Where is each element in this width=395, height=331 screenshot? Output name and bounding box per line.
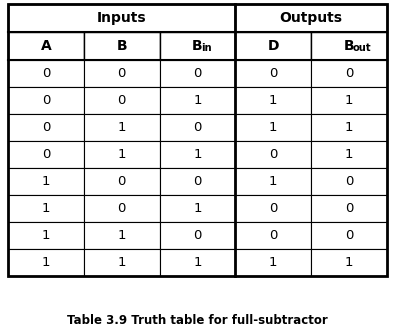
Text: 1: 1	[117, 148, 126, 161]
Text: 0: 0	[345, 202, 353, 215]
Bar	[8, 60, 84, 87]
Text: 0: 0	[269, 148, 277, 161]
Bar	[8, 4, 387, 276]
Bar	[235, 60, 311, 87]
Bar	[8, 87, 84, 114]
Bar	[235, 4, 387, 32]
Text: 1: 1	[117, 229, 126, 242]
Bar	[311, 168, 387, 195]
Bar	[160, 249, 235, 276]
Bar	[235, 222, 311, 249]
Text: 0: 0	[345, 175, 353, 188]
Text: 1: 1	[193, 148, 202, 161]
Bar	[311, 222, 387, 249]
Text: 0: 0	[269, 67, 277, 80]
Text: B: B	[344, 39, 354, 53]
Bar	[235, 87, 311, 114]
Bar	[235, 168, 311, 195]
Bar	[235, 249, 311, 276]
Text: 0: 0	[42, 121, 50, 134]
Text: 0: 0	[193, 67, 202, 80]
Bar	[8, 32, 84, 60]
Bar	[160, 222, 235, 249]
Text: 1: 1	[193, 202, 202, 215]
Bar	[8, 114, 84, 141]
Bar	[235, 114, 311, 141]
Text: Outputs: Outputs	[280, 11, 343, 25]
Bar	[160, 60, 235, 87]
Text: 1: 1	[345, 121, 354, 134]
Text: 1: 1	[117, 256, 126, 269]
Bar	[235, 32, 311, 60]
Bar	[84, 195, 160, 222]
Text: 0: 0	[42, 148, 50, 161]
Bar	[84, 249, 160, 276]
Text: in: in	[201, 43, 211, 53]
Text: B: B	[192, 39, 203, 53]
Text: 0: 0	[118, 94, 126, 107]
Bar	[311, 141, 387, 168]
Text: 1: 1	[345, 148, 354, 161]
Text: 1: 1	[193, 94, 202, 107]
Bar	[235, 141, 311, 168]
Bar	[84, 32, 160, 60]
Text: 0: 0	[118, 175, 126, 188]
Text: 0: 0	[345, 229, 353, 242]
Text: 0: 0	[193, 121, 202, 134]
Text: 0: 0	[118, 67, 126, 80]
Text: 1: 1	[345, 94, 354, 107]
Text: 0: 0	[345, 67, 353, 80]
Text: 1: 1	[269, 94, 278, 107]
Bar	[311, 87, 387, 114]
Bar	[8, 249, 84, 276]
Text: 0: 0	[118, 202, 126, 215]
Bar	[311, 114, 387, 141]
Bar	[311, 249, 387, 276]
Bar	[8, 141, 84, 168]
Text: D: D	[267, 39, 279, 53]
Text: A: A	[41, 39, 51, 53]
Bar	[8, 195, 84, 222]
Bar	[160, 195, 235, 222]
Bar	[160, 114, 235, 141]
Bar	[160, 168, 235, 195]
Text: 0: 0	[193, 175, 202, 188]
Text: 1: 1	[193, 256, 202, 269]
Bar	[84, 141, 160, 168]
Text: 0: 0	[269, 202, 277, 215]
Text: 1: 1	[269, 175, 278, 188]
Text: Table 3.9 Truth table for full-subtractor: Table 3.9 Truth table for full-subtracto…	[67, 313, 328, 326]
Text: 1: 1	[269, 121, 278, 134]
Text: 1: 1	[41, 175, 50, 188]
Bar	[160, 32, 235, 60]
Text: 1: 1	[41, 229, 50, 242]
Bar	[235, 195, 311, 222]
Text: 1: 1	[41, 256, 50, 269]
Bar	[311, 60, 387, 87]
Bar	[311, 32, 387, 60]
Bar	[8, 4, 235, 32]
Bar	[8, 222, 84, 249]
Text: 1: 1	[345, 256, 354, 269]
Bar	[84, 60, 160, 87]
Bar	[160, 141, 235, 168]
Bar	[311, 195, 387, 222]
Text: 0: 0	[42, 94, 50, 107]
Text: Inputs: Inputs	[97, 11, 147, 25]
Text: 1: 1	[117, 121, 126, 134]
Text: 1: 1	[269, 256, 278, 269]
Bar	[160, 87, 235, 114]
Text: 1: 1	[41, 202, 50, 215]
Bar	[84, 87, 160, 114]
Bar	[84, 168, 160, 195]
Text: 0: 0	[193, 229, 202, 242]
Text: out: out	[352, 43, 371, 53]
Text: 0: 0	[42, 67, 50, 80]
Bar	[84, 114, 160, 141]
Bar	[8, 168, 84, 195]
Text: 0: 0	[269, 229, 277, 242]
Text: B: B	[117, 39, 127, 53]
Bar	[84, 222, 160, 249]
